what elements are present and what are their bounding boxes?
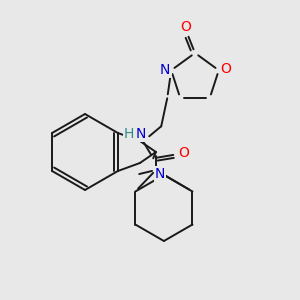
Text: O: O: [178, 146, 189, 160]
Text: O: O: [181, 20, 191, 34]
Text: N: N: [160, 63, 170, 77]
Text: N: N: [155, 167, 165, 181]
Text: N: N: [136, 127, 146, 141]
Text: O: O: [220, 62, 231, 76]
Text: H: H: [124, 127, 134, 141]
